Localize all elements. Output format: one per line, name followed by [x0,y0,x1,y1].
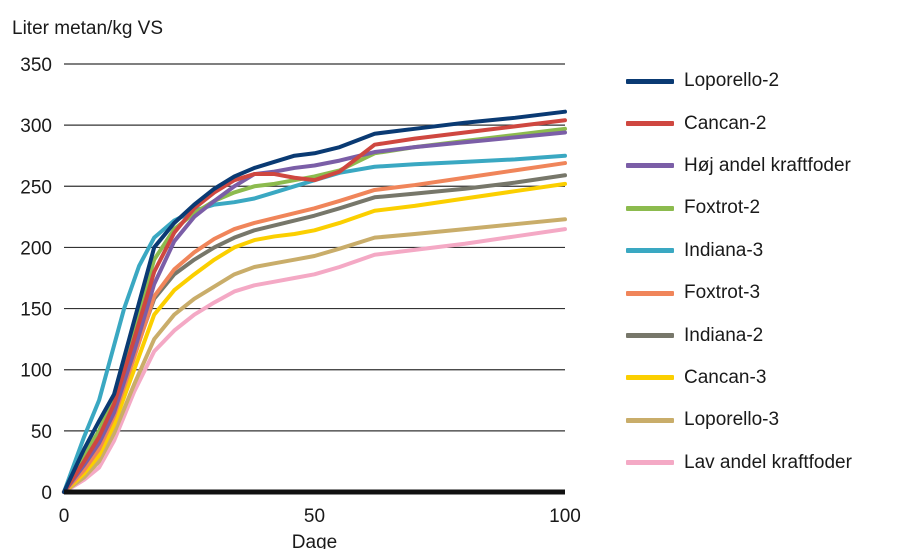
series-line-høj-andel-kraftfoder [62,130,567,494]
legend-label: Indiana-2 [684,324,764,346]
x-axis-title: Dage [292,532,337,549]
legend-swatch [626,205,674,211]
legend-item: Lav andel kraftfoder [626,442,852,484]
y-tick-label: 350 [20,55,52,76]
legend: Loporello-2 Cancan-2 Høj andel kraftfoder F… [626,60,852,484]
legend-swatch [626,417,674,423]
series-line-cancan-2 [62,118,567,494]
legend-swatch [626,121,674,127]
legend-label: Lav andel kraftfoder [684,451,852,473]
y-tick-label: 100 [20,361,52,382]
legend-item: Foxtrot-2 [626,187,852,229]
legend-item: Indiana-2 [626,314,852,356]
legend-swatch [626,333,674,339]
y-axis-ticks: 0 50 100 150 200 250 300 350 [20,55,52,504]
series-line-indiana-3 [62,153,567,494]
legend-label: Cancan-3 [684,366,767,388]
legend-swatch [626,375,674,381]
y-tick-label: 250 [20,177,52,198]
legend-label: Foxtrot-3 [684,282,761,304]
legend-item: Foxtrot-3 [626,272,852,314]
legend-label: Loporello-2 [684,70,780,92]
x-tick-label: 0 [59,506,70,527]
x-tick-label: 100 [549,506,581,527]
series-line-loporello-2 [62,109,567,494]
legend-item: Cancan-3 [626,357,852,399]
legend-item: Høj andel kraftfoder [626,145,852,187]
legend-label: Høj andel kraftfoder [684,154,851,176]
legend-label: Foxtrot-2 [684,197,761,219]
legend-swatch [626,290,674,296]
series-line-cancan-3 [62,181,567,494]
legend-swatch [626,163,674,169]
y-tick-label: 200 [20,238,52,259]
legend-item: Loporello-3 [626,399,852,441]
legend-item: Loporello-2 [626,60,852,102]
y-tick-label: 300 [20,116,52,137]
legend-swatch [626,78,674,84]
series-line-foxtrot-2 [62,126,567,494]
y-tick-label: 50 [31,422,52,443]
legend-swatch [626,460,674,466]
x-tick-label: 50 [304,506,325,527]
y-tick-label: 0 [41,483,52,504]
legend-item: Indiana-3 [626,230,852,272]
series-lines [62,109,567,494]
x-axis-ticks: 0 50 100 [59,506,581,527]
y-axis-title: Liter metan/kg VS [12,18,164,39]
legend-label: Loporello-3 [684,409,780,431]
legend-label: Indiana-3 [684,239,764,261]
legend-swatch [626,248,674,254]
series-line-loporello-3 [62,217,567,494]
legend-item: Cancan-2 [626,102,852,144]
legend-label: Cancan-2 [684,112,767,134]
y-tick-label: 150 [20,300,52,321]
series-line-lav-andel-kraftfoder [62,227,567,494]
